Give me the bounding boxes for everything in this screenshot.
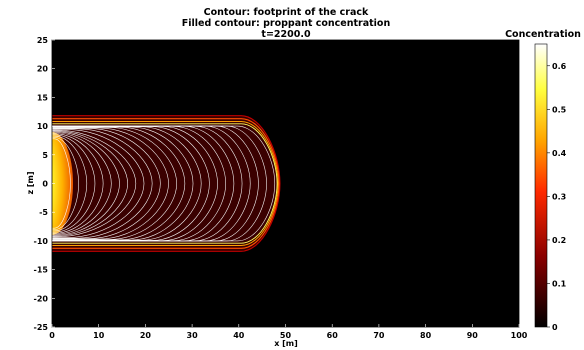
x-tick-label: 30 bbox=[187, 331, 199, 340]
x-tick-label: 100 bbox=[511, 331, 528, 340]
footprint-contour-outer bbox=[52, 115, 281, 252]
footprint-contour-outer bbox=[52, 118, 280, 249]
footprint-contour bbox=[52, 131, 120, 236]
y-tick-label: -20 bbox=[34, 294, 49, 303]
proppant-fill bbox=[52, 131, 74, 236]
chart-title-line-1: Contour: footprint of the crack bbox=[204, 7, 369, 18]
colorbar-tick-label: 0.3 bbox=[552, 192, 566, 201]
x-tick-label: 50 bbox=[280, 331, 292, 340]
x-tick-label: 10 bbox=[93, 331, 105, 340]
colorbar-ticks: 0 0.1 0.2 0.3 0.4 0.5 0.6 bbox=[547, 62, 567, 332]
chart-title-line-2: Filled contour: proppant concentration bbox=[182, 18, 391, 29]
y-tick-label: -10 bbox=[34, 237, 49, 246]
x-tick-label: 90 bbox=[467, 331, 479, 340]
y-axis: -25 -20 -15 -10 -5 0 5 10 15 20 25 bbox=[34, 36, 55, 332]
footprint-contour bbox=[52, 137, 79, 230]
chart-title-line-3: t=2200.0 bbox=[261, 29, 311, 40]
y-tick-label: -5 bbox=[39, 208, 48, 217]
x-axis-label: x [m] bbox=[274, 339, 298, 348]
y-axis-label: z [m] bbox=[26, 171, 35, 194]
y-tick-label: 5 bbox=[42, 151, 48, 160]
colorbar-tick-label: 0.6 bbox=[552, 62, 567, 71]
x-tick-label: 40 bbox=[233, 331, 245, 340]
colorbar-tick-label: 0.5 bbox=[552, 105, 567, 114]
footprint-contour bbox=[52, 128, 161, 239]
y-tick-label: 10 bbox=[37, 122, 49, 131]
footprint-contour bbox=[52, 129, 145, 238]
x-tick-label: 0 bbox=[49, 331, 55, 340]
footprint-contour bbox=[52, 135, 88, 232]
x-tick-label: 70 bbox=[373, 331, 385, 340]
colorbar-tick-label: 0.4 bbox=[552, 149, 567, 158]
y-tick-label: -15 bbox=[34, 266, 49, 275]
colorbar-tick-label: 0.2 bbox=[552, 236, 566, 245]
x-tick-label: 60 bbox=[327, 331, 339, 340]
x-tick-label: 80 bbox=[420, 331, 432, 340]
x-tick-label: 20 bbox=[140, 331, 152, 340]
contour-layer bbox=[52, 115, 281, 252]
footprint-contour bbox=[52, 134, 96, 233]
crack-region-fill bbox=[52, 116, 280, 251]
footprint-contour bbox=[52, 127, 169, 240]
colorbar-label: Concentration bbox=[505, 29, 581, 40]
footprint-contour bbox=[52, 128, 153, 239]
colorbar bbox=[534, 43, 548, 328]
footprint-contour bbox=[52, 129, 137, 238]
y-tick-label: 15 bbox=[37, 93, 49, 102]
colorbar-tick-label: 0.1 bbox=[552, 279, 567, 288]
y-tick-label: 20 bbox=[37, 65, 49, 74]
footprint-contour-outer bbox=[52, 121, 279, 246]
y-tick-label: 25 bbox=[37, 36, 49, 45]
footprint-contour bbox=[52, 130, 128, 237]
colorbar-tick-label: 0 bbox=[552, 323, 558, 332]
x-axis: 0 10 20 30 40 50 60 70 80 90 100 bbox=[49, 324, 528, 340]
y-tick-label: -25 bbox=[34, 323, 49, 332]
footprint-contour bbox=[52, 138, 71, 229]
footprint-contour bbox=[52, 126, 186, 241]
y-tick-label: 0 bbox=[42, 180, 48, 189]
footprint-contour bbox=[52, 127, 177, 240]
footprint-contour-outer bbox=[52, 123, 278, 244]
footprint-contour bbox=[52, 126, 194, 241]
